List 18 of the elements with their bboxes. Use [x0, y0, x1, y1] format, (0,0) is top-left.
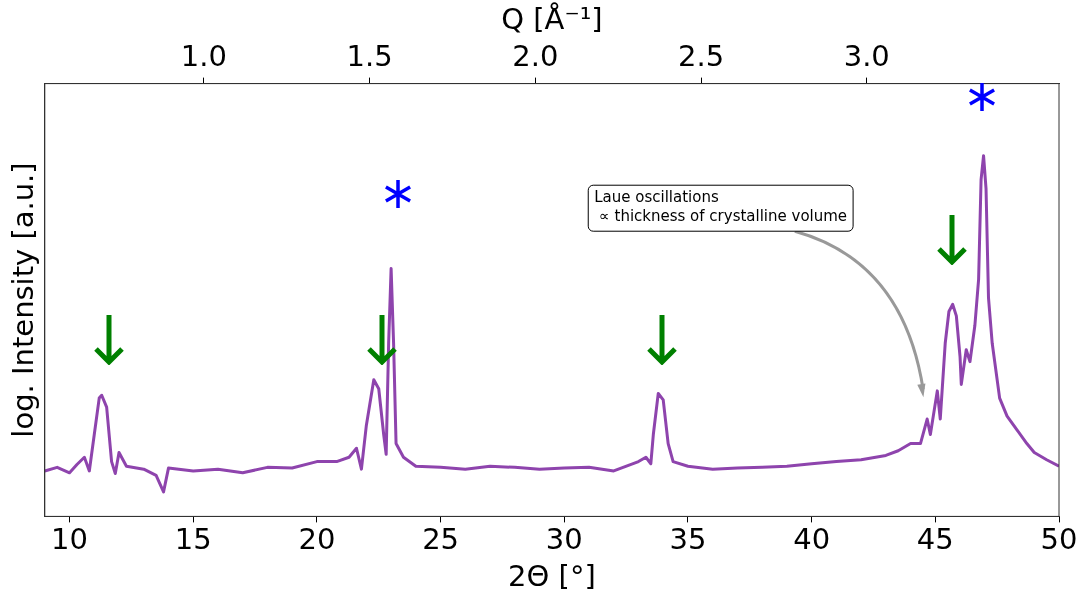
x2-tick-label: 2.0 — [512, 38, 559, 73]
x-tick-label: 20 — [298, 522, 336, 557]
x-tick-label: 35 — [669, 522, 707, 557]
x-tick-label: 40 — [793, 522, 831, 557]
x-axis-title: 2Θ [°] — [508, 559, 596, 594]
x2-tick-label: 1.0 — [180, 38, 227, 73]
x2-tick-label: 2.5 — [677, 38, 725, 73]
x-tick-label: 10 — [51, 522, 88, 557]
x2-tick-label: 3.0 — [843, 38, 890, 73]
y-axis-title: log. Intensity [a.u.] — [5, 162, 40, 438]
x-tick-label: 45 — [916, 522, 954, 557]
annotation: Laue oscillations ∝ thickness of crystalline volume — [594, 187, 848, 225]
x2-tick-label: 1.5 — [346, 38, 393, 73]
x-tick-label: 50 — [1040, 522, 1078, 557]
x-tick-label: 15 — [174, 522, 212, 557]
x-tick-label: 25 — [422, 522, 460, 557]
x-tick-label: 30 — [545, 522, 583, 557]
x2-axis-title: Q [Å⁻¹] — [501, 1, 603, 36]
